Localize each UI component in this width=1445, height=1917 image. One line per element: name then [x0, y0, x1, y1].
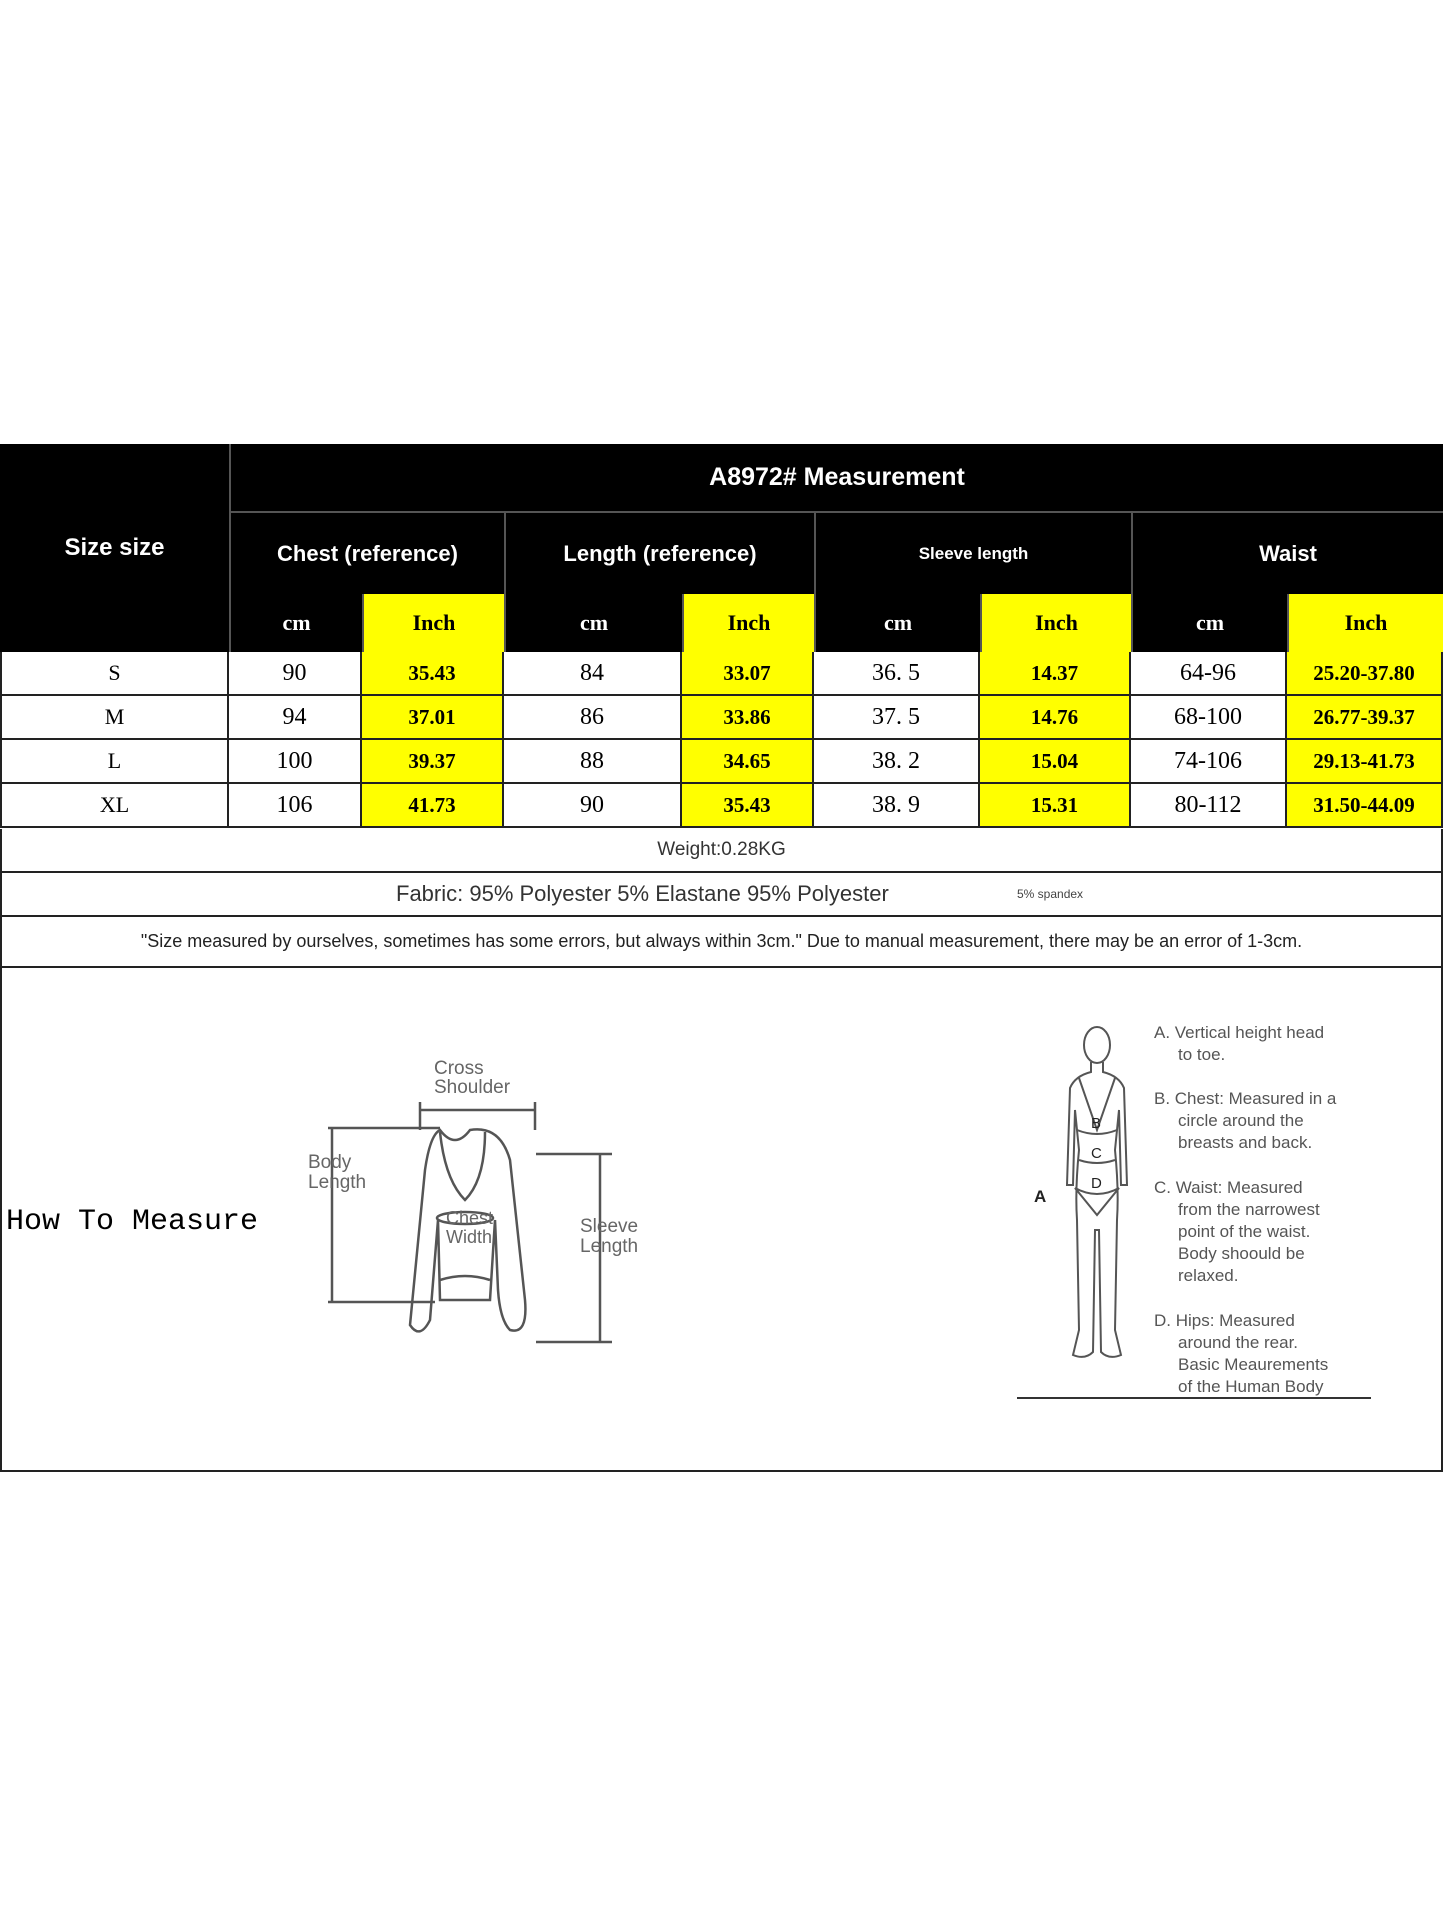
label-chest: Chest	[446, 1208, 493, 1228]
size-header: Size size	[0, 444, 229, 652]
size-cell: S	[0, 652, 229, 696]
cm-cell: 84	[504, 652, 682, 696]
fabric-row: Fabric: 95% Polyester 5% Elastane 95% Po…	[0, 873, 1443, 917]
letter-b: B	[1091, 1115, 1101, 1132]
label-shoulder: Shoulder	[434, 1077, 511, 1098]
body-note-line: relaxed.	[1178, 1266, 1239, 1285]
unit-inch: Inch	[980, 594, 1131, 652]
unit-cm: cm	[504, 594, 682, 652]
inch-cell: 33.86	[682, 696, 814, 740]
letter-d: D	[1091, 1175, 1102, 1192]
cm-cell: 74-106	[1131, 740, 1287, 784]
cm-cell: 90	[229, 652, 362, 696]
inch-cell: 39.37	[362, 740, 504, 784]
body-note-line: circle around the	[1178, 1111, 1304, 1130]
inch-cell: 29.13-41.73	[1287, 740, 1443, 784]
cm-cell: 68-100	[1131, 696, 1287, 740]
cm-cell: 106	[229, 784, 362, 828]
label-body: Body	[308, 1152, 352, 1173]
body-note-line: D. Hips: Measured	[1154, 1311, 1295, 1330]
cm-cell: 88	[504, 740, 682, 784]
cm-cell: 80-112	[1131, 784, 1287, 828]
body-diagram: B C D A	[1018, 1026, 1185, 1399]
label-width: Width	[446, 1227, 492, 1247]
inch-cell: 41.73	[362, 784, 504, 828]
how-to-section	[0, 968, 1443, 1472]
unit-inch: Inch	[362, 594, 504, 652]
table-title: A8972# Measurement	[229, 444, 1443, 513]
body-note-line: B. Chest: Measured in a	[1154, 1089, 1337, 1108]
cross-shoulder-arrow	[418, 1102, 537, 1130]
cm-cell: 38. 9	[814, 784, 980, 828]
line-c	[1078, 1159, 1116, 1164]
cm-cell: 94	[229, 696, 362, 740]
body-note-line: breasts and back.	[1178, 1133, 1313, 1152]
head	[1083, 1026, 1111, 1064]
how-to-title: How To Measure	[6, 1205, 259, 1239]
inch-cell: 15.31	[980, 784, 1131, 828]
body-note-line: A. Vertical height head	[1154, 1023, 1325, 1042]
line-b	[1076, 1129, 1118, 1135]
shirt-outline	[408, 1128, 527, 1333]
group-sleeve: Sleeve length	[814, 513, 1131, 594]
body-note-line: of the Human Body	[1178, 1377, 1324, 1396]
weight-row: Weight:0.28KG	[0, 829, 1443, 873]
group-chest: Chest (reference)	[229, 513, 504, 594]
inch-cell: 34.65	[682, 740, 814, 784]
body-outline	[1065, 1062, 1129, 1358]
unit-inch: Inch	[1287, 594, 1443, 652]
cm-cell: 86	[504, 696, 682, 740]
cm-cell: 100	[229, 740, 362, 784]
inch-cell: 35.43	[682, 784, 814, 828]
sleeve-length-arrow	[536, 1152, 612, 1344]
unit-cm: cm	[1131, 594, 1287, 652]
shirt-diagram: Cross Shoulder Body Length Chest Width S…	[308, 1058, 638, 1344]
label-body-length: Length	[308, 1172, 366, 1193]
size-cell: M	[0, 696, 229, 740]
group-waist: Waist	[1131, 513, 1443, 594]
inch-cell: 37.01	[362, 696, 504, 740]
ground-line	[1017, 1397, 1371, 1399]
torso-v	[1078, 1077, 1116, 1134]
line-d	[1074, 1187, 1120, 1217]
inch-cell: 14.76	[980, 696, 1131, 740]
size-cell: L	[0, 740, 229, 784]
body-note-line: point of the waist.	[1178, 1222, 1311, 1241]
inch-cell: 14.37	[980, 652, 1131, 696]
cm-cell: 90	[504, 784, 682, 828]
inch-cell: 25.20-37.80	[1287, 652, 1443, 696]
disclaimer-row: "Size measured by ourselves, sometimes h…	[0, 917, 1443, 968]
label-sleeve: Sleeve	[580, 1216, 638, 1237]
cm-cell: 37. 5	[814, 696, 980, 740]
inch-cell: 35.43	[362, 652, 504, 696]
inch-cell: 33.07	[682, 652, 814, 696]
cm-cell: 64-96	[1131, 652, 1287, 696]
body-note-line: from the narrowest	[1178, 1200, 1320, 1219]
shirt-neckline	[438, 1131, 487, 1202]
label-sleeve-length: Length	[580, 1236, 638, 1257]
cm-cell: 38. 2	[814, 740, 980, 784]
inch-cell: 15.04	[980, 740, 1131, 784]
body-note-line: C. Waist: Measured	[1154, 1178, 1303, 1197]
shirt-hem	[439, 1274, 491, 1282]
unit-cm: cm	[814, 594, 980, 652]
body-note-line: to toe.	[1178, 1045, 1226, 1064]
unit-cm: cm	[229, 594, 362, 652]
letter-a: A	[1034, 1187, 1046, 1206]
group-length: Length (reference)	[504, 513, 814, 594]
letter-c: C	[1091, 1145, 1102, 1162]
body-note-line: Body shoould be	[1178, 1244, 1305, 1263]
body-note-line: Basic Meaurements	[1178, 1355, 1329, 1374]
chest-ellipse	[435, 1210, 495, 1226]
inch-cell: 26.77-39.37	[1287, 696, 1443, 740]
fabric-text: Fabric: 95% Polyester 5% Elastane 95% Po…	[396, 881, 889, 906]
fabric-note: 5% spandex	[1017, 887, 1084, 901]
inch-cell: 31.50-44.09	[1287, 784, 1443, 828]
body-length-arrow	[328, 1126, 440, 1304]
body-note-line: around the rear.	[1178, 1333, 1299, 1352]
cm-cell: 36. 5	[814, 652, 980, 696]
size-cell: XL	[0, 784, 229, 828]
label-cross: Cross	[434, 1058, 484, 1079]
unit-inch: Inch	[682, 594, 814, 652]
